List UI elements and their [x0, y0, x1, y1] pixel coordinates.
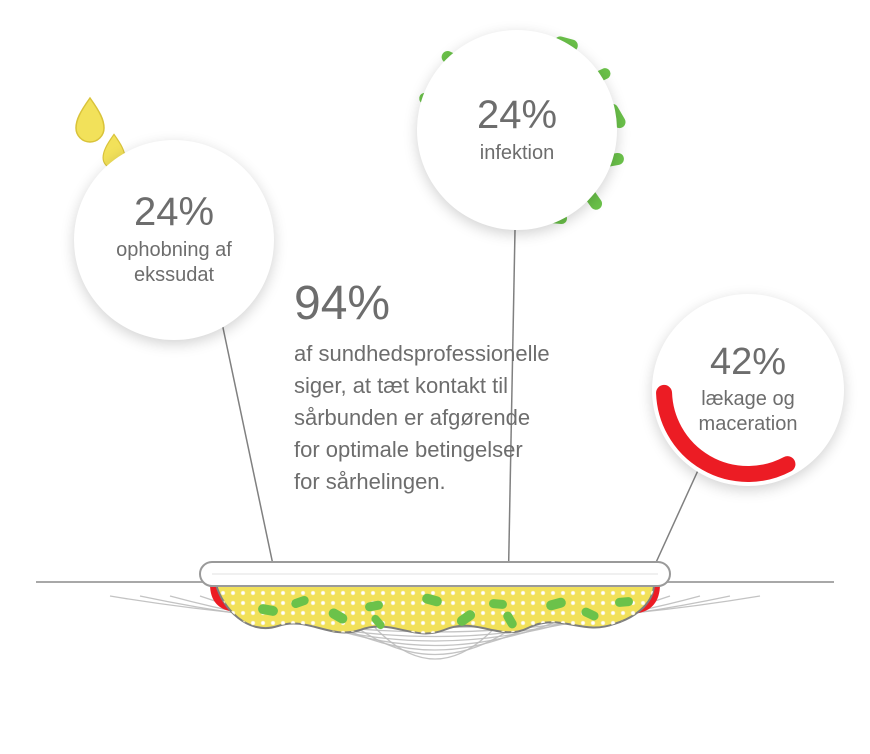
bubble-infection-label: infektion	[480, 141, 555, 166]
bubble-infection-percent: 24%	[477, 95, 557, 135]
bubble-leakage-percent: 42%	[710, 343, 786, 381]
center-text-block: 94% af sundhedsprofessionellesiger, at t…	[294, 280, 594, 497]
bubble-infection: 24% infektion	[417, 30, 617, 230]
bubble-exudate-label: ophobning afekssudat	[116, 238, 232, 288]
center-percent: 94%	[294, 280, 594, 328]
bubble-exudate: 24% ophobning afekssudat	[74, 140, 274, 340]
bubble-exudate-percent: 24%	[134, 192, 214, 232]
bubble-leakage-label: lækage ogmaceration	[699, 387, 798, 437]
bubble-leakage: 42% lækage ogmaceration	[652, 294, 844, 486]
infographic-stage: 24% ophobning afekssudat 24% infektion 4…	[0, 0, 870, 754]
center-body: af sundhedsprofessionellesiger, at tæt k…	[294, 338, 594, 497]
